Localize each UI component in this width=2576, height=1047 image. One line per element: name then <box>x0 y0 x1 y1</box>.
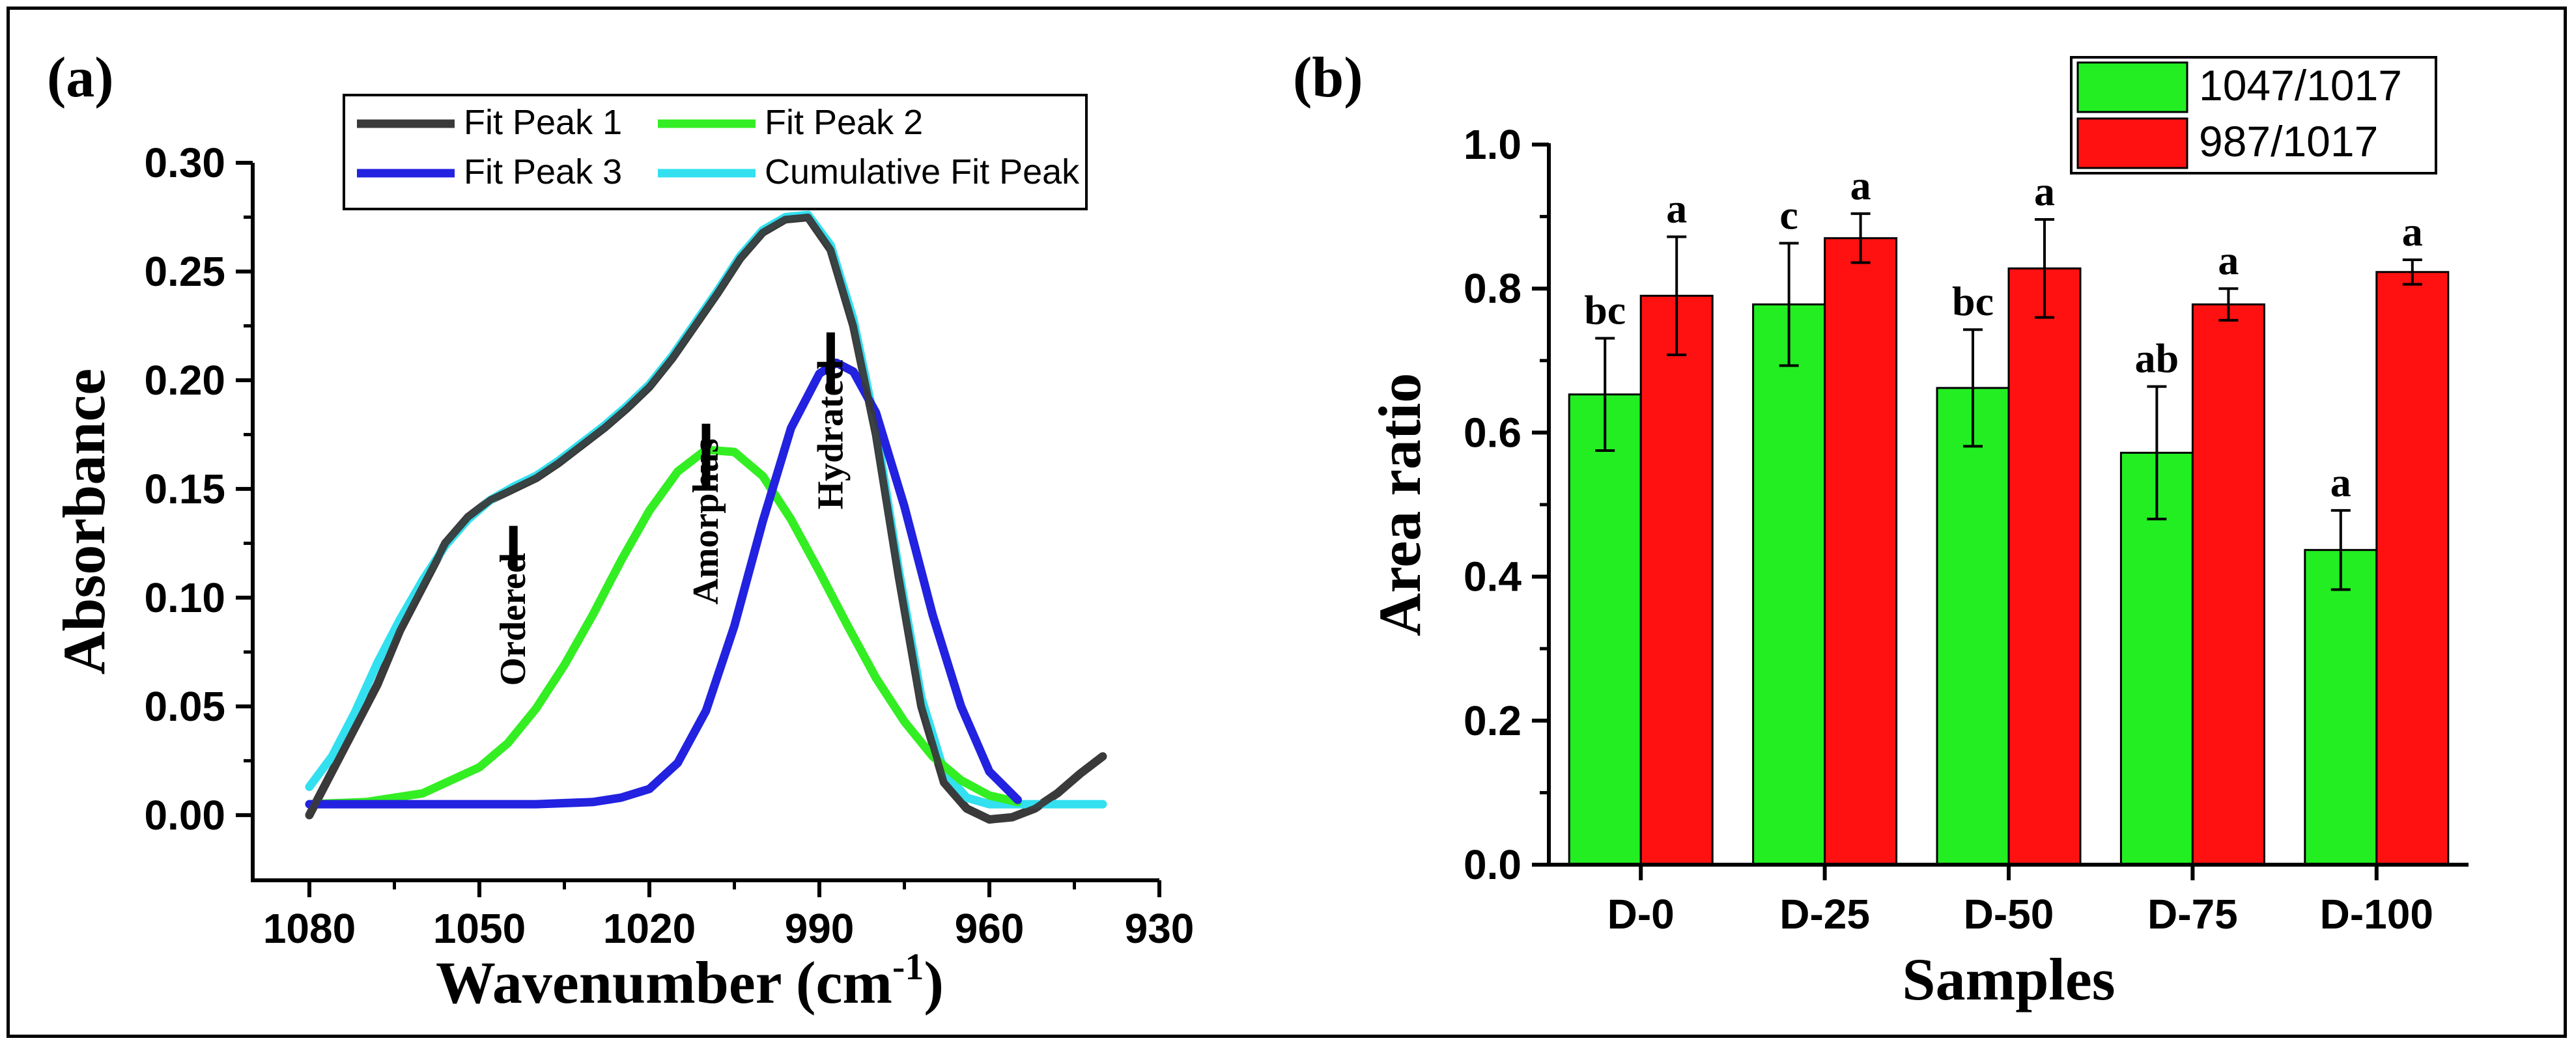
legend-entry: 1047/1017 <box>2199 61 2402 109</box>
x-tick-label: 960 <box>955 905 1025 952</box>
x-tick-label: 1080 <box>263 905 356 952</box>
significance-letter: bc <box>1584 287 1626 333</box>
significance-letter: a <box>1850 162 1871 208</box>
y-tick-label: 0.30 <box>144 139 225 186</box>
x-axis-label: Wavenumber (cm-1) <box>436 945 944 1016</box>
legend: Fit Peak 1 Fit Peak 2 Fit Peak 3 Cumulative… <box>343 94 1088 210</box>
peak-annotation: Amorphus <box>686 438 726 604</box>
series-line-fit-peak-1-top <box>305 214 1107 823</box>
y-tick-label: 0.10 <box>144 574 225 621</box>
peak-annotation: Ordered <box>493 553 533 686</box>
legend-swatch <box>2076 117 2188 169</box>
y-tick-label: 0.00 <box>144 792 225 839</box>
panel-a-label: (a) <box>47 46 114 109</box>
bar-d-100-red <box>2375 271 2450 866</box>
legend: 1047/1017 987/1017 <box>2070 56 2437 174</box>
y-tick-label: 0.2 <box>1464 697 1522 744</box>
y-tick-label: 0.8 <box>1464 265 1522 312</box>
y-tick-label: 0.20 <box>144 357 225 404</box>
x-tick-label: D-0 <box>1607 891 1675 938</box>
x-axis-label: Samples <box>1902 946 2115 1012</box>
bar-d-75-red <box>2191 303 2265 866</box>
peak-annotation: Hydrated <box>810 359 851 509</box>
panel-b-label: (b) <box>1293 46 1363 109</box>
y-axis-label: Area ratio <box>1366 373 1433 636</box>
y-tick-label: 0.25 <box>144 248 225 295</box>
legend-entry: Cumulative Fit Peak <box>765 152 1080 191</box>
y-tick-label: 0.4 <box>1464 553 1522 600</box>
x-tick-label: 1020 <box>603 905 696 952</box>
significance-letter: a <box>2330 459 2351 505</box>
bar-d-50-red <box>2007 267 2082 866</box>
significance-letter: bc <box>1952 278 1994 324</box>
significance-letter: a <box>2034 168 2055 214</box>
x-tick-label: 930 <box>1125 905 1195 952</box>
bar-d-25-green <box>1752 303 1826 866</box>
y-tick-label: 0.05 <box>144 683 225 730</box>
bar-d-0-red <box>1639 294 1714 866</box>
y-tick-label: 0.0 <box>1464 841 1522 888</box>
significance-letter: a <box>1666 186 1687 232</box>
legend-box <box>343 94 1088 210</box>
bar-d-100-green <box>2304 549 2378 866</box>
y-tick-label: 1.0 <box>1464 121 1522 168</box>
y-tick-label: 0.15 <box>144 466 225 512</box>
bar-d-25-red <box>1824 237 1898 866</box>
x-tick-label: 990 <box>785 905 855 952</box>
significance-letter: ab <box>2135 335 2179 382</box>
spectrum-chart: 0.00 0.05 0.10 0.15 0.20 0.25 0.30 1080 1050 1020… <box>51 94 1195 1016</box>
x-tick-label: 1050 <box>433 905 526 952</box>
significance-letter: a <box>2218 237 2239 283</box>
legend-entry: Fit Peak 1 <box>464 103 622 142</box>
x-tick-label: D-50 <box>1964 891 2054 938</box>
area-ratio-chart: bc a D-0 c a D-25 bc a D-50 ab a D-75 a a D-100 0.0 0.2 0… <box>1366 56 2469 1012</box>
bar-d-75-green <box>2119 451 2194 866</box>
bar-d-50-green <box>1936 387 2010 866</box>
legend-entry: Fit Peak 2 <box>765 103 923 142</box>
x-tick-label: D-75 <box>2147 891 2238 938</box>
legend-swatch <box>2076 61 2188 113</box>
x-tick-label: D-25 <box>1779 891 1870 938</box>
significance-letter: c <box>1779 192 1798 238</box>
legend-entry: Fit Peak 3 <box>464 152 622 191</box>
series-line-fit-peak-3 <box>305 358 1022 809</box>
y-axis-label: Absorbance <box>51 369 117 675</box>
figure-border <box>7 7 2567 1038</box>
x-tick-label: D-100 <box>2320 891 2433 938</box>
legend-entry: 987/1017 <box>2199 117 2378 165</box>
y-tick-label: 0.6 <box>1464 409 1522 456</box>
significance-letter: a <box>2402 208 2423 255</box>
bar-d-0-green <box>1568 393 1642 866</box>
